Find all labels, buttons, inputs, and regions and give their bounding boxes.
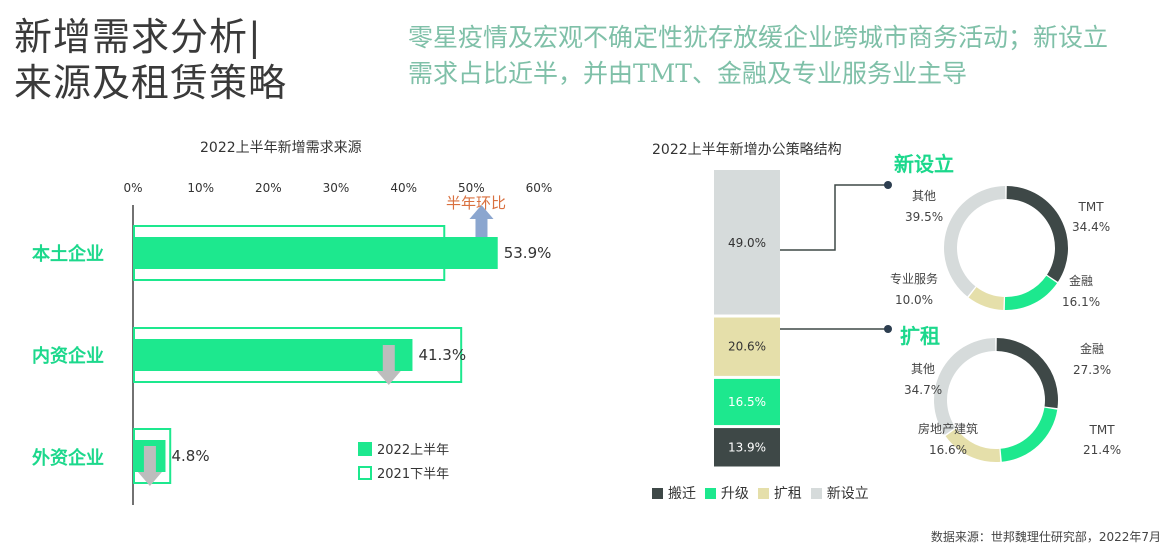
bar-2022h1-domestic [134,237,498,269]
donut-expand-label-realestate: 房地产建筑 16.6% [918,422,979,457]
stack-segment-label-relocate: 13.9% [728,440,766,454]
donut-slice [1006,186,1068,282]
stacked-legend-item-upgrade: 升级 [704,486,749,502]
donut-chart-expand [934,338,1058,462]
donut-title-expand: 扩租 [900,324,940,348]
page-subtitle-line-1: 零星疫情及宏观不确定性犹存放缓企业跨城市商务活动；新设立 [408,23,1109,52]
bar-value-label-foreign: 4.8% [171,447,209,465]
page-subtitle-line-2: 需求占比近半，并由TMT、金融及专业服务业主导 [408,59,967,88]
donut-chart-new [944,186,1068,310]
donut-slice [968,287,1004,310]
x-tick-label: 50% [458,181,485,195]
trend-down-arrow-icon [376,345,401,385]
x-tick-label: 20% [255,181,282,195]
bar-value-label-inland: 41.3% [418,346,466,364]
category-label-foreign: 外资企业 [32,448,104,469]
legend-label-2021h2: 2021下半年 [377,467,449,482]
donut-new-label-other: 其他 39.5% [905,189,944,224]
donut-expand-label-tmt: TMT 21.4% [1083,423,1122,457]
bar-chart-title: 2022上半年新增需求来源 [200,140,362,156]
legend-swatch-expand [757,488,769,499]
legend-swatch-upgrade [704,488,716,499]
donut-slice [1004,275,1058,310]
half-year-change-annotation: 半年环比 [446,194,506,212]
donut-slice [1000,407,1058,462]
stacked-legend-item-new: 新设立 [810,486,869,502]
donut-slice [934,338,996,435]
stacked-legend-item-relocate: 搬迁 [652,486,696,502]
stack-segment-new [714,170,780,315]
donut-title-new: 新设立 [894,152,954,176]
legend-label-2022h1: 2022上半年 [377,443,449,458]
x-tick-label: 30% [323,181,350,195]
page-subtitle: 零星疫情及宏观不确定性犹存放缓企业跨城市商务活动；新设立 需求占比近半，并由TM… [408,20,1168,92]
page-title-line-1: 新增需求分析| [14,15,262,59]
donut-slice [944,186,1006,297]
stack-segment-label-expand: 20.6% [728,340,766,354]
donut-expand-label-other: 其他 34.7% [904,362,943,397]
stacked-legend: 搬迁 升级 扩租 新设立 [652,483,869,503]
stack-segment-relocate [714,428,780,467]
category-label-inland: 内资企业 [32,346,104,367]
donut-new-label-professional: 专业服务 10.0% [890,272,939,307]
x-tick-label: 0% [123,181,142,195]
page-title-line-2: 来源及租赁策略 [14,61,288,105]
trend-up-arrow-icon [469,205,494,237]
x-tick-label: 10% [187,181,214,195]
connector-expand-dot [884,325,892,333]
connector-new-dot [884,181,892,189]
bar-value-label-domestic: 53.9% [504,244,552,262]
data-source-note: 数据来源：世邦魏理仕研究部，2022年7月 [930,530,1161,544]
bar-2022h1-inland [134,339,413,371]
stack-segment-label-new: 49.0% [728,236,766,250]
connector-lines [780,181,892,333]
stacked-bar-chart: 13.9% 16.5% 20.6% 49.0% [714,170,780,467]
legend-swatch-relocate [652,488,663,499]
horizontal-bar-chart: 0% 10% 20% 30% 40% 50% 60% 53.9% 41.3% 4.8% 半年环比… [123,181,553,505]
donut-slice [945,428,1001,462]
donut-slice [996,338,1058,409]
stack-segment-upgrade [714,378,780,426]
legend-swatch-new [810,488,822,499]
x-tick-label: 60% [526,181,553,195]
x-tick-label: 40% [390,181,417,195]
category-label-domestic: 本土企业 [32,244,104,265]
donut-new-label-tmt: TMT 34.4% [1072,200,1111,234]
legend-swatch-2021h2 [358,466,372,480]
stacked-chart-title: 2022上半年新增办公策略结构 [652,142,842,158]
stack-segment-expand [714,317,780,376]
legend-swatch-2022h1 [358,442,372,456]
donut-expand-label-finance: 金融 27.3% [1073,342,1112,377]
donut-new-label-finance: 金融 16.1% [1062,274,1101,309]
page-title: 新增需求分析| 来源及租赁策略 [14,14,287,106]
stack-segment-label-upgrade: 16.5% [728,395,766,409]
stacked-legend-item-expand: 扩租 [757,486,802,502]
trend-down-arrow-icon [137,446,162,486]
connector-new [780,184,888,251]
